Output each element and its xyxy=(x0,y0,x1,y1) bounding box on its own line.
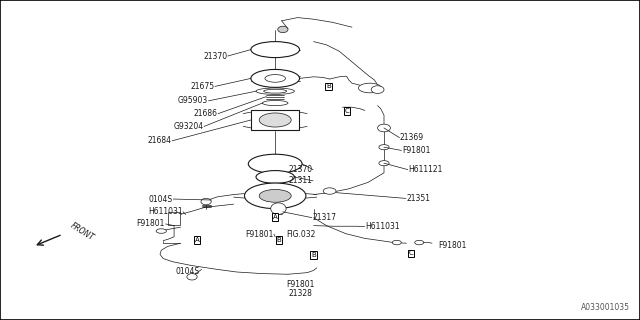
Text: A: A xyxy=(195,237,200,243)
Ellipse shape xyxy=(244,183,306,209)
Ellipse shape xyxy=(415,240,424,245)
Text: 21369: 21369 xyxy=(400,133,424,142)
Text: F91801: F91801 xyxy=(287,280,315,289)
Text: F91801: F91801 xyxy=(402,146,430,155)
Ellipse shape xyxy=(392,240,401,245)
Text: B: B xyxy=(311,252,316,258)
Ellipse shape xyxy=(271,203,286,214)
Ellipse shape xyxy=(156,229,166,233)
Ellipse shape xyxy=(278,26,288,33)
Text: F91801: F91801 xyxy=(438,241,467,250)
Text: FIG.032: FIG.032 xyxy=(286,230,316,239)
Ellipse shape xyxy=(262,100,288,106)
Ellipse shape xyxy=(259,113,291,127)
Ellipse shape xyxy=(371,86,384,93)
Ellipse shape xyxy=(248,154,302,173)
Text: C: C xyxy=(344,108,349,114)
Ellipse shape xyxy=(251,69,300,87)
Ellipse shape xyxy=(323,188,336,194)
Bar xyxy=(252,110,300,131)
Text: F91801: F91801 xyxy=(137,220,165,228)
Ellipse shape xyxy=(187,274,197,280)
Ellipse shape xyxy=(265,75,285,82)
Ellipse shape xyxy=(264,89,287,93)
Ellipse shape xyxy=(358,83,381,93)
Text: A033001035: A033001035 xyxy=(581,303,630,312)
Text: A: A xyxy=(273,214,278,220)
Bar xyxy=(168,212,180,225)
Ellipse shape xyxy=(256,171,294,183)
Ellipse shape xyxy=(378,124,390,132)
Text: F91801: F91801 xyxy=(246,230,274,239)
Text: B: B xyxy=(276,237,282,243)
Text: B: B xyxy=(326,84,331,89)
Ellipse shape xyxy=(259,189,291,202)
Text: 21370: 21370 xyxy=(203,52,227,60)
Text: 0104S: 0104S xyxy=(175,267,200,276)
Ellipse shape xyxy=(256,88,294,94)
Text: 21317: 21317 xyxy=(312,213,337,222)
Text: G93204: G93204 xyxy=(173,122,204,131)
Ellipse shape xyxy=(379,145,389,150)
Text: 21351: 21351 xyxy=(406,194,430,203)
Text: 21684: 21684 xyxy=(148,136,172,145)
Text: 21328: 21328 xyxy=(289,289,313,298)
Text: H611031: H611031 xyxy=(148,207,182,216)
Text: H611121: H611121 xyxy=(408,165,443,174)
Text: 21686: 21686 xyxy=(194,109,218,118)
Ellipse shape xyxy=(251,42,300,58)
Text: 0104S: 0104S xyxy=(148,195,173,204)
Text: H611031: H611031 xyxy=(365,222,399,231)
Ellipse shape xyxy=(379,161,389,166)
Text: 21675: 21675 xyxy=(190,82,214,91)
Text: G95903: G95903 xyxy=(178,96,208,105)
Text: FRONT: FRONT xyxy=(69,221,96,243)
Text: 21370: 21370 xyxy=(288,165,312,174)
Text: 21311: 21311 xyxy=(289,176,312,185)
Text: C: C xyxy=(408,251,413,256)
Ellipse shape xyxy=(201,198,211,205)
